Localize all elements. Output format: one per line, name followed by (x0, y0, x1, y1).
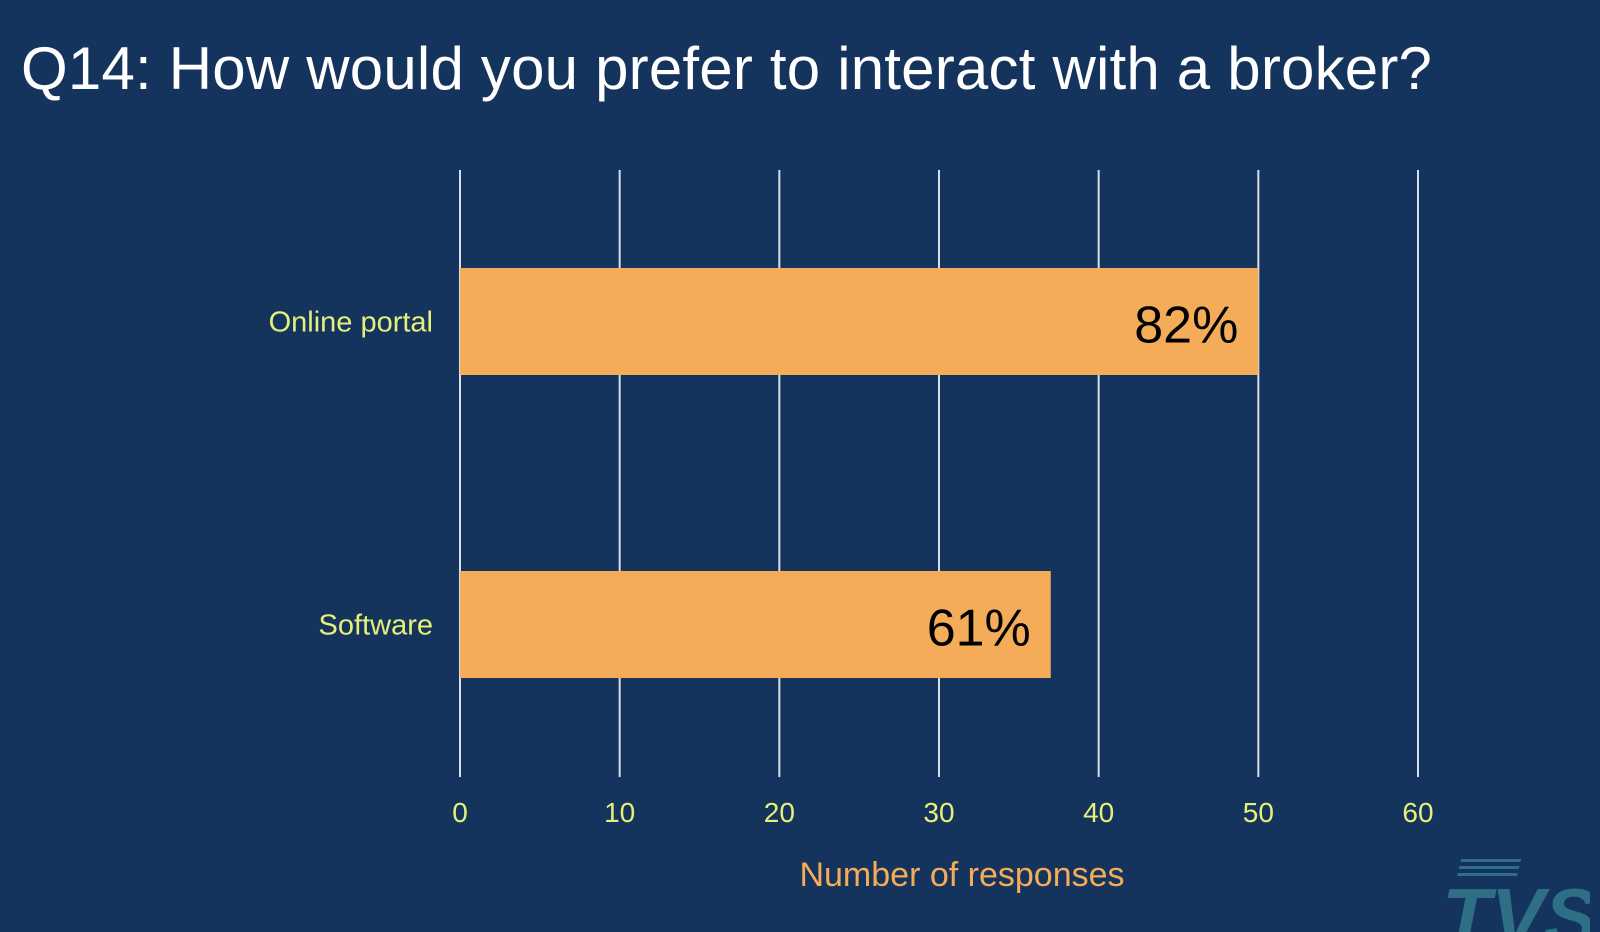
x-tick-label: 30 (923, 797, 954, 828)
x-tick-label: 40 (1083, 797, 1114, 828)
logo-stripe (1457, 873, 1518, 876)
tvs-logo: TVS (1442, 859, 1590, 932)
category-label: Online portal (269, 307, 433, 339)
logo-text: TVS (1442, 872, 1590, 932)
data-label: 61% (927, 600, 1031, 658)
labels: 0 10 20 30 40 50 60 Online portal 82% Software 61%… (269, 297, 1434, 895)
x-axis-title: Number of responses (799, 856, 1124, 894)
bar (460, 268, 1259, 375)
x-tick-label: 20 (764, 797, 795, 828)
x-tick-label: 0 (452, 797, 468, 828)
logo-stripe (1460, 859, 1522, 862)
category-label: Software (319, 610, 433, 642)
bar (460, 571, 1051, 678)
logo-stripe (1458, 866, 1520, 869)
bars (460, 268, 1259, 678)
x-tick-label: 60 (1402, 797, 1433, 828)
x-tick-label: 10 (604, 797, 635, 828)
x-tick-label: 50 (1243, 797, 1274, 828)
page-title: Q14: How would you prefer to interact wi… (21, 35, 1433, 102)
gridlines (459, 170, 1419, 777)
data-label: 82% (1134, 297, 1238, 355)
